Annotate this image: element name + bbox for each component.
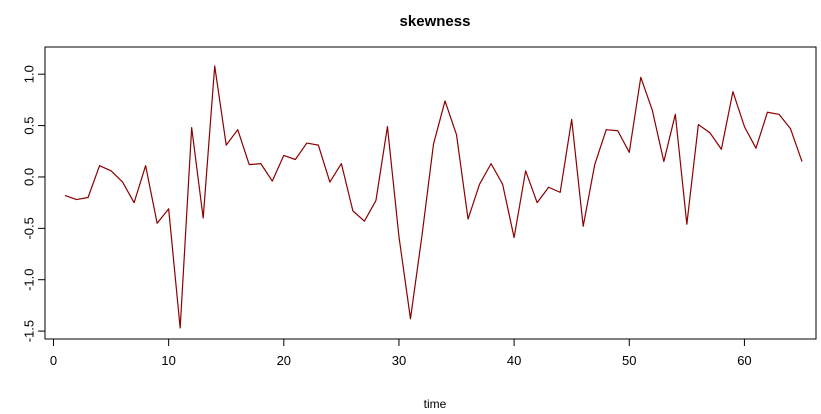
series-group: [64, 65, 803, 329]
chart-title: skewness: [400, 13, 471, 30]
x-tick-label: 50: [622, 353, 636, 368]
x-tick-label: 0: [50, 353, 57, 368]
y-tick-label: 0.0: [22, 168, 37, 186]
y-tick-label: -1.5: [22, 320, 37, 342]
y-axis: -1.5 -1.0 -0.5 0.0 0.5 1.0: [22, 65, 46, 342]
y-tick-label: 0.5: [22, 117, 37, 135]
x-tick-label: 60: [737, 353, 751, 368]
x-tick-label: 30: [392, 353, 406, 368]
y-tick-label: -0.5: [22, 217, 37, 239]
x-tick-label: 20: [277, 353, 291, 368]
y-tick-label: 1.0: [22, 65, 37, 83]
x-axis: 0 10 20 30 40 50 60: [50, 338, 752, 368]
x-tick-label: 10: [161, 353, 175, 368]
x-axis-label: time: [424, 397, 447, 411]
y-tick-label: -1.0: [22, 269, 37, 291]
series-line: [64, 65, 803, 329]
x-tick-label: 40: [507, 353, 521, 368]
plot-frame: [44, 46, 817, 340]
